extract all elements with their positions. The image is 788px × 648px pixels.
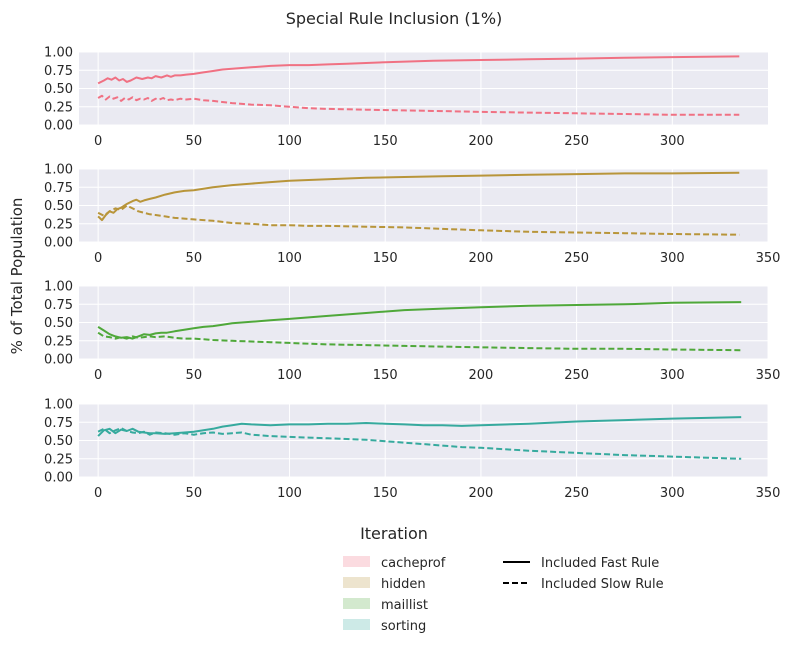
x-axis-label: Iteration xyxy=(360,524,428,543)
legend-swatch-maillist xyxy=(343,598,370,609)
x-tick-label: 250 xyxy=(564,134,589,149)
y-tick-label: 1.00 xyxy=(44,398,73,413)
series-line-slow-rule xyxy=(97,427,742,460)
y-tick-label: 0.50 xyxy=(44,82,73,97)
legend-label-cacheprof: cacheprof xyxy=(381,556,446,571)
x-tick-label: 350 xyxy=(756,368,781,383)
legend-label-sorting: sorting xyxy=(381,619,426,634)
y-tick-label: 0.50 xyxy=(44,316,73,331)
x-tick-label: 150 xyxy=(373,368,398,383)
y-axis-label: % of Total Population xyxy=(8,198,26,355)
x-tick-label: 100 xyxy=(277,134,302,149)
legend-swatch-sorting xyxy=(343,619,370,630)
x-tick-label: 50 xyxy=(186,251,203,266)
subplot-maillist: 0.00 0.25 0.50 0.75 1.00 0 50 100 150 200 250 300 35… xyxy=(44,280,780,384)
y-tick-label: 0.00 xyxy=(44,236,73,251)
series-line-slow-rule xyxy=(97,331,742,352)
y-tick-label: 0.25 xyxy=(44,334,73,349)
y-tick-label: 0.75 xyxy=(44,298,73,313)
x-tick-label: 350 xyxy=(756,486,781,501)
y-tick-label: 0.00 xyxy=(44,353,73,368)
legend-label-fast-rule: Included Fast Rule xyxy=(541,556,659,571)
y-tick-label: 0.50 xyxy=(44,199,73,214)
x-tick-label: 300 xyxy=(660,251,685,266)
y-tick-label: 0.25 xyxy=(44,452,73,467)
x-tick-label: 0 xyxy=(94,251,102,266)
legend-swatch-cacheprof xyxy=(343,556,370,567)
x-tick-label: 250 xyxy=(564,486,589,501)
series-line-slow-rule xyxy=(97,94,740,116)
legend-swatch-hidden xyxy=(343,577,370,588)
x-tick-label: 0 xyxy=(94,486,102,501)
subplot-sorting: 0.00 0.25 0.50 0.75 1.00 0 50 100 150 200 250 300 35… xyxy=(44,398,780,502)
figure-title: Special Rule Inclusion (1%) xyxy=(286,9,503,28)
x-tick-label: 250 xyxy=(564,368,589,383)
x-tick-label: 200 xyxy=(469,134,494,149)
x-tick-label: 150 xyxy=(373,251,398,266)
x-tick-label: 50 xyxy=(186,486,203,501)
x-tick-label: 300 xyxy=(660,368,685,383)
x-tick-label: 200 xyxy=(469,251,494,266)
x-tick-label: 50 xyxy=(186,368,203,383)
legend: cacheprof hidden maillist sorting Included … xyxy=(343,556,664,634)
y-tick-label: 1.00 xyxy=(44,46,73,61)
legend-line-styles: Included Fast Rule Included Slow Rule xyxy=(503,556,664,592)
x-tick-label: 0 xyxy=(94,368,102,383)
x-tick-label: 50 xyxy=(186,134,203,149)
series-line-fast-rule xyxy=(97,301,742,340)
x-tick-label: 200 xyxy=(469,486,494,501)
subplots: 0.000.250.500.751.000 50 100 150 200 250 3000.… xyxy=(44,46,780,502)
legend-label-slow-rule: Included Slow Rule xyxy=(541,577,664,592)
y-tick-label: 0.75 xyxy=(44,64,73,79)
x-tick-label: 100 xyxy=(277,486,302,501)
subplot-hidden: 0.00 0.25 0.50 0.75 1.00 0 50 100 150 200 250 300 35… xyxy=(44,163,780,267)
series-line-fast-rule xyxy=(97,416,742,437)
x-tick-label: 350 xyxy=(756,251,781,266)
legend-label-hidden: hidden xyxy=(381,577,426,592)
y-tick-label: 0.25 xyxy=(44,100,73,115)
y-tick-label: 0.25 xyxy=(44,217,73,232)
y-tick-label: 0.00 xyxy=(44,119,73,134)
y-tick-label: 0.50 xyxy=(44,434,73,449)
series-line-slow-rule xyxy=(97,204,740,236)
y-tick-label: 0.75 xyxy=(44,181,73,196)
series-line-fast-rule xyxy=(97,55,740,85)
x-tick-label: 250 xyxy=(564,251,589,266)
y-tick-label: 1.00 xyxy=(44,280,73,295)
legend-categories: cacheprof hidden maillist sorting xyxy=(343,556,446,634)
x-tick-label: 100 xyxy=(277,251,302,266)
x-tick-label: 300 xyxy=(660,486,685,501)
legend-label-maillist: maillist xyxy=(381,598,428,613)
subplot-cacheprof: 0.00 0.25 0.50 0.75 1.00 0 50 100 150 200 250 300 xyxy=(44,46,768,149)
y-tick-label: 0.00 xyxy=(44,471,73,486)
y-tick-label: 1.00 xyxy=(44,163,73,178)
x-tick-label: 150 xyxy=(373,486,398,501)
x-tick-label: 200 xyxy=(469,368,494,383)
x-tick-label: 150 xyxy=(373,134,398,149)
x-tick-label: 100 xyxy=(277,368,302,383)
y-tick-label: 0.75 xyxy=(44,416,73,431)
x-tick-label: 0 xyxy=(94,134,102,149)
x-tick-label: 300 xyxy=(660,134,685,149)
